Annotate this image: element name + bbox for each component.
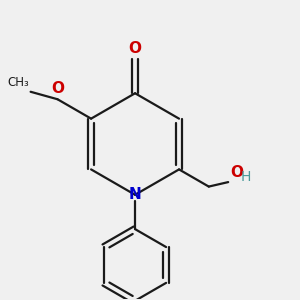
Text: O: O (129, 41, 142, 56)
Text: O: O (51, 81, 64, 96)
Text: O: O (230, 165, 243, 180)
Text: N: N (129, 187, 141, 202)
Text: CH₃: CH₃ (8, 76, 29, 89)
Text: H: H (240, 170, 250, 184)
